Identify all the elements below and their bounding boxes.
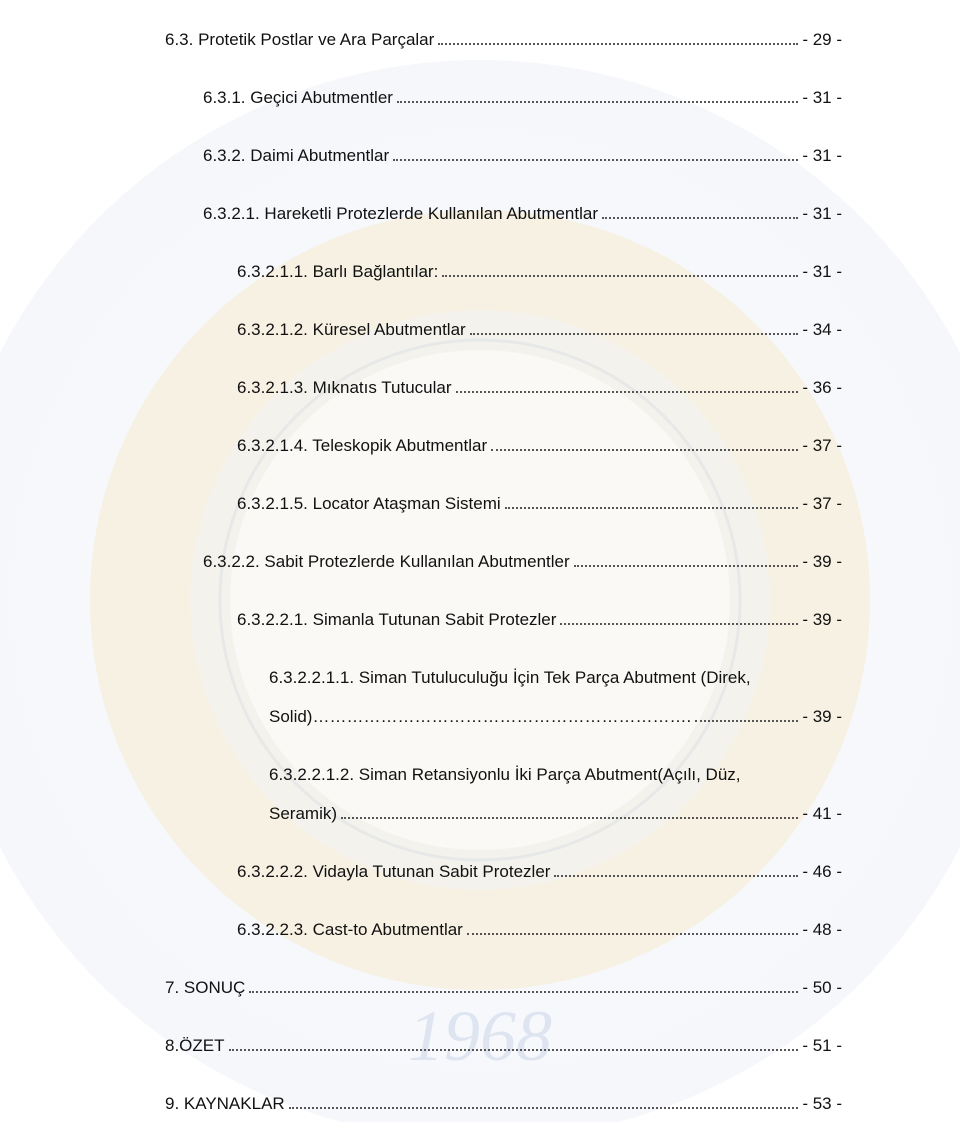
toc-entry-label: 6.3.2.2.1. Simanla Tutunan Sabit Protezl…	[237, 610, 556, 630]
toc-leader-dots	[289, 1107, 799, 1109]
toc-leader-dots	[229, 1049, 799, 1051]
toc-entry-label: 6.3.2.2.1.2. Siman Retansiyonlu İki Parç…	[269, 765, 741, 784]
toc-entry-page: - 37 -	[802, 436, 842, 456]
toc-entry-11-line2: Solid)…………………………………………………………. - 39 -	[165, 707, 842, 727]
toc-leader-dots	[554, 875, 798, 877]
toc-entry-15: 7. SONUÇ - 50 -	[165, 978, 842, 998]
toc-leader-dots	[560, 623, 798, 625]
toc-entry-label: 7. SONUÇ	[165, 978, 245, 998]
toc-entry-label: 6.3.2. Daimi Abutmentlar	[203, 146, 389, 166]
toc-entry-label: 6.3.1. Geçici Abutmentler	[203, 88, 393, 108]
toc-leader-dots	[341, 817, 798, 819]
toc-entry-page: - 31 -	[802, 146, 842, 166]
toc-entry-label: 6.3.2.1.1. Barlı Bağlantılar:	[237, 262, 438, 282]
toc-leader-dots	[393, 159, 798, 161]
toc-leader-dots	[442, 275, 798, 277]
toc-entry-page: - 51 -	[802, 1036, 842, 1056]
toc-entry-label: 6.3.2.1.2. Küresel Abutmentlar	[237, 320, 466, 340]
toc-entry-7: 6.3.2.1.4. Teleskopik Abutmentlar - 37 -	[165, 436, 842, 456]
toc-leader-dots	[470, 333, 799, 335]
toc-entry-page: - 34 -	[802, 320, 842, 340]
toc-entry-page: - 41 -	[802, 804, 842, 824]
toc-entry-3: 6.3.2.1. Hareketli Protezlerde Kullanıla…	[165, 204, 842, 224]
toc-leader-dots	[491, 449, 798, 451]
toc-entry-9: 6.3.2.2. Sabit Protezlerde Kullanılan Ab…	[165, 552, 842, 572]
toc-entry-1: 6.3.1. Geçici Abutmentler - 31 -	[165, 88, 842, 108]
toc-entry-8: 6.3.2.1.5. Locator Ataşman Sistemi - 37 -	[165, 494, 842, 514]
toc-entry-label: 9. KAYNAKLAR	[165, 1094, 285, 1114]
toc-entry-16: 8.ÖZET - 51 -	[165, 1036, 842, 1056]
toc-entry-continuation: Seramik)	[269, 804, 337, 824]
toc-entry-page: - 50 -	[802, 978, 842, 998]
toc-leader-dots	[467, 933, 798, 935]
toc-entry-12-line1: 6.3.2.2.1.2. Siman Retansiyonlu İki Parç…	[165, 765, 842, 785]
toc-entry-6: 6.3.2.1.3. Mıknatıs Tutucular - 36 -	[165, 378, 842, 398]
toc-entry-2: 6.3.2. Daimi Abutmentlar - 31 -	[165, 146, 842, 166]
toc-entry-17: 9. KAYNAKLAR - 53 -	[165, 1094, 842, 1114]
toc-entry-page: - 37 -	[802, 494, 842, 514]
toc-entry-page: - 48 -	[802, 920, 842, 940]
toc-entry-page: - 31 -	[802, 204, 842, 224]
toc-entry-page: - 39 -	[802, 610, 842, 630]
toc-entry-page: - 36 -	[802, 378, 842, 398]
toc-entry-page: - 29 -	[802, 30, 842, 50]
toc-page: 6.3. Protetik Postlar ve Ara Parçalar - 2…	[0, 0, 960, 1122]
toc-entry-label: 6.3.2.2. Sabit Protezlerde Kullanılan Ab…	[203, 552, 570, 572]
toc-entry-11-line1: 6.3.2.2.1.1. Siman Tutuluculuğu İçin Tek…	[165, 668, 842, 688]
toc-entry-page: - 31 -	[802, 262, 842, 282]
toc-leader-dots	[574, 565, 799, 567]
toc-entry-page: - 31 -	[802, 88, 842, 108]
toc-leader-dots	[602, 217, 798, 219]
toc-entry-4: 6.3.2.1.1. Barlı Bağlantılar: - 31 -	[165, 262, 842, 282]
toc-entry-12-line2: Seramik) - 41 -	[165, 804, 842, 824]
toc-entry-label: 6.3.2.1.3. Mıknatıs Tutucular	[237, 378, 452, 398]
toc-entry-label: 6.3.2.2.2. Vidayla Tutunan Sabit Protezl…	[237, 862, 550, 882]
toc-entry-label: 6.3.2.2.1.1. Siman Tutuluculuğu İçin Tek…	[269, 668, 751, 687]
toc-entry-label: 6.3.2.1. Hareketli Protezlerde Kullanıla…	[203, 204, 598, 224]
toc-entry-continuation: Solid)………………………………………………………….	[269, 707, 691, 727]
toc-entry-page: - 46 -	[802, 862, 842, 882]
toc-leader-dots	[397, 101, 798, 103]
toc-leader-dots	[695, 720, 798, 722]
toc-entry-label: 6.3.2.1.5. Locator Ataşman Sistemi	[237, 494, 501, 514]
toc-entry-label: 6.3. Protetik Postlar ve Ara Parçalar	[165, 30, 434, 50]
toc-entry-14: 6.3.2.2.3. Cast-to Abutmentlar - 48 -	[165, 920, 842, 940]
toc-entry-5: 6.3.2.1.2. Küresel Abutmentlar - 34 -	[165, 320, 842, 340]
toc-leader-dots	[249, 991, 798, 993]
toc-leader-dots	[505, 507, 799, 509]
toc-entry-page: - 53 -	[802, 1094, 842, 1114]
toc-leader-dots	[438, 43, 798, 45]
toc-entry-13: 6.3.2.2.2. Vidayla Tutunan Sabit Protezl…	[165, 862, 842, 882]
toc-entry-label: 6.3.2.1.4. Teleskopik Abutmentlar	[237, 436, 487, 456]
toc-entry-0: 6.3. Protetik Postlar ve Ara Parçalar - 2…	[165, 30, 842, 50]
toc-entry-page: - 39 -	[802, 552, 842, 572]
toc-entry-label: 8.ÖZET	[165, 1036, 225, 1056]
toc-entry-label: 6.3.2.2.3. Cast-to Abutmentlar	[237, 920, 463, 940]
toc-leader-dots	[456, 391, 799, 393]
toc-entry-10: 6.3.2.2.1. Simanla Tutunan Sabit Protezl…	[165, 610, 842, 630]
toc-entry-page: - 39 -	[802, 707, 842, 727]
